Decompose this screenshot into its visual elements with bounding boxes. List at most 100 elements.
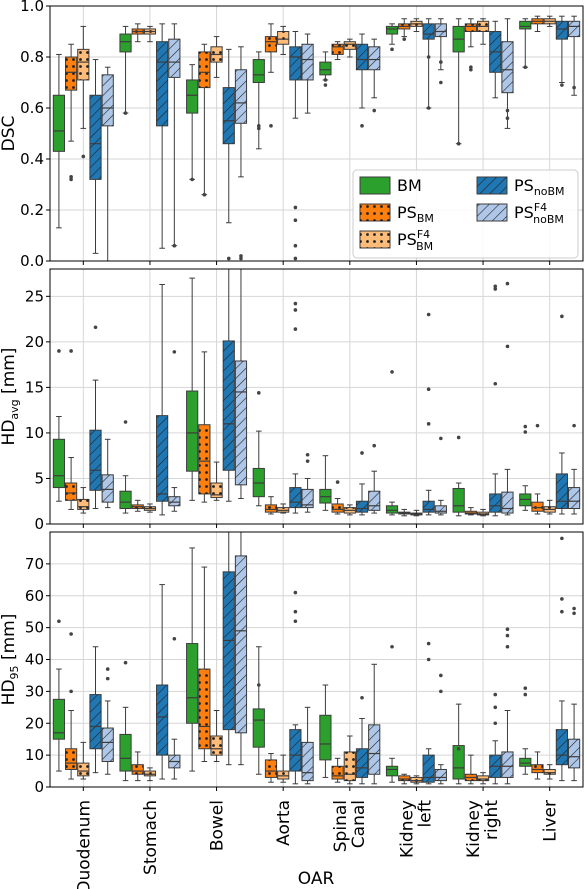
box-ps-nobm-f4: [368, 443, 381, 514]
box-ps-nobm: [489, 692, 502, 785]
box-bm: [252, 51, 265, 150]
box-ps-nobm: [156, 23, 169, 249]
outlier-point: [493, 692, 498, 697]
y-label-main: HD: [0, 420, 19, 446]
box-ps-nobm: [555, 536, 568, 782]
outlier-point: [390, 644, 394, 649]
box-ps-nobm: [222, 532, 235, 766]
box-pattern: [423, 23, 435, 40]
outlier-point: [439, 689, 443, 694]
box-body: [186, 79, 199, 114]
box-ps-nobm-f4: [234, 532, 248, 766]
box-ps-nobm-f4: [368, 663, 381, 785]
box-ps-bm-f4: [277, 25, 290, 55]
box-pattern: [235, 69, 247, 124]
outlier-point: [456, 141, 461, 146]
outlier-point: [426, 387, 431, 392]
box-pattern: [235, 360, 247, 485]
box-pattern: [277, 771, 289, 780]
box-body: [119, 33, 132, 53]
box-ps-nobm-f4: [101, 438, 114, 509]
box-bm: [452, 18, 465, 146]
box-pattern: [77, 499, 89, 510]
box-ps-nobm: [89, 325, 102, 510]
outlier-point: [505, 344, 510, 349]
outlier-point: [172, 636, 177, 641]
outlier-point: [456, 746, 461, 751]
box-bm: [252, 646, 265, 775]
box-ps-bm: [398, 18, 411, 41]
box-bm: [52, 619, 66, 772]
box-ps-nobm-f4: [301, 706, 314, 785]
box-pattern: [332, 44, 344, 55]
box-ps-bm: [131, 23, 144, 43]
x-tick-labels: Duodenum Stomach Bowel Aorta SpinalCanal Kidn…: [74, 800, 560, 889]
outlier-point: [390, 47, 394, 52]
outlier-point: [523, 692, 528, 697]
box-ps-nobm-f4: [301, 33, 314, 114]
box-pattern: [65, 483, 77, 501]
box-ps-bm: [464, 754, 477, 785]
boxes: [52, 269, 581, 517]
box-pattern: [544, 769, 556, 775]
y-tick-label: 25: [25, 287, 44, 305]
box-pattern: [301, 489, 314, 508]
box-pattern: [198, 669, 210, 749]
outlier-point: [293, 205, 298, 210]
legend-label: PSF4 noBM: [514, 201, 564, 226]
outlier-point: [81, 154, 86, 159]
box-bm: [319, 51, 332, 87]
box-ps-bm-f4: [77, 741, 90, 780]
box-body: [385, 765, 399, 777]
x-tick-label: Aorta: [274, 800, 294, 846]
outlier-point: [269, 124, 273, 128]
box-pattern: [289, 729, 301, 772]
box-bm: [519, 18, 532, 69]
outlier-point: [69, 632, 73, 636]
box-pattern: [501, 492, 514, 514]
outlier-point: [572, 423, 576, 428]
box-ps-nobm: [89, 646, 102, 774]
outlier-point: [505, 116, 510, 120]
outlier-point: [560, 597, 564, 601]
outlier-point: [293, 256, 298, 261]
box-ps-bm: [131, 499, 144, 512]
box-pattern: [198, 51, 210, 88]
box-ps-nobm: [489, 284, 502, 517]
box-pattern: [77, 49, 89, 80]
box-pattern: [277, 31, 289, 45]
x-tick-label-line: Duodenum: [74, 800, 94, 889]
y-tick-label: 0: [34, 515, 44, 533]
box-pattern: [568, 739, 580, 768]
box-ps-bm-f4: [343, 504, 356, 516]
box-pattern: [65, 57, 77, 91]
outlier-point: [402, 37, 407, 41]
box-bm: [319, 684, 332, 778]
x-tick-label-line: Canal: [349, 800, 369, 848]
outlier-point: [305, 459, 310, 463]
box-ps-nobm: [555, 314, 568, 515]
y-tick-label: 20: [25, 333, 44, 351]
outlier-point: [202, 192, 207, 197]
box-ps-bm-f4: [277, 503, 290, 514]
outlier-point: [190, 177, 194, 182]
box-bm: [519, 686, 532, 775]
outlier-point: [69, 689, 73, 694]
box-ps-bm: [198, 351, 211, 503]
outlier-point: [256, 683, 261, 687]
box-ps-nobm-f4: [301, 452, 314, 513]
outlier-point: [493, 287, 498, 291]
boxes: [52, 15, 581, 261]
box-ps-bm: [398, 773, 411, 785]
box-pattern: [465, 23, 477, 32]
outlier-point: [239, 256, 243, 261]
legend-swatch-pattern: [477, 177, 507, 194]
outlier-point: [505, 633, 510, 638]
box-ps-bm-f4: [476, 18, 490, 45]
box-pattern: [89, 95, 102, 180]
outlier-point: [105, 667, 110, 671]
box-ps-nobm: [422, 18, 435, 110]
outlier-point: [426, 55, 431, 59]
